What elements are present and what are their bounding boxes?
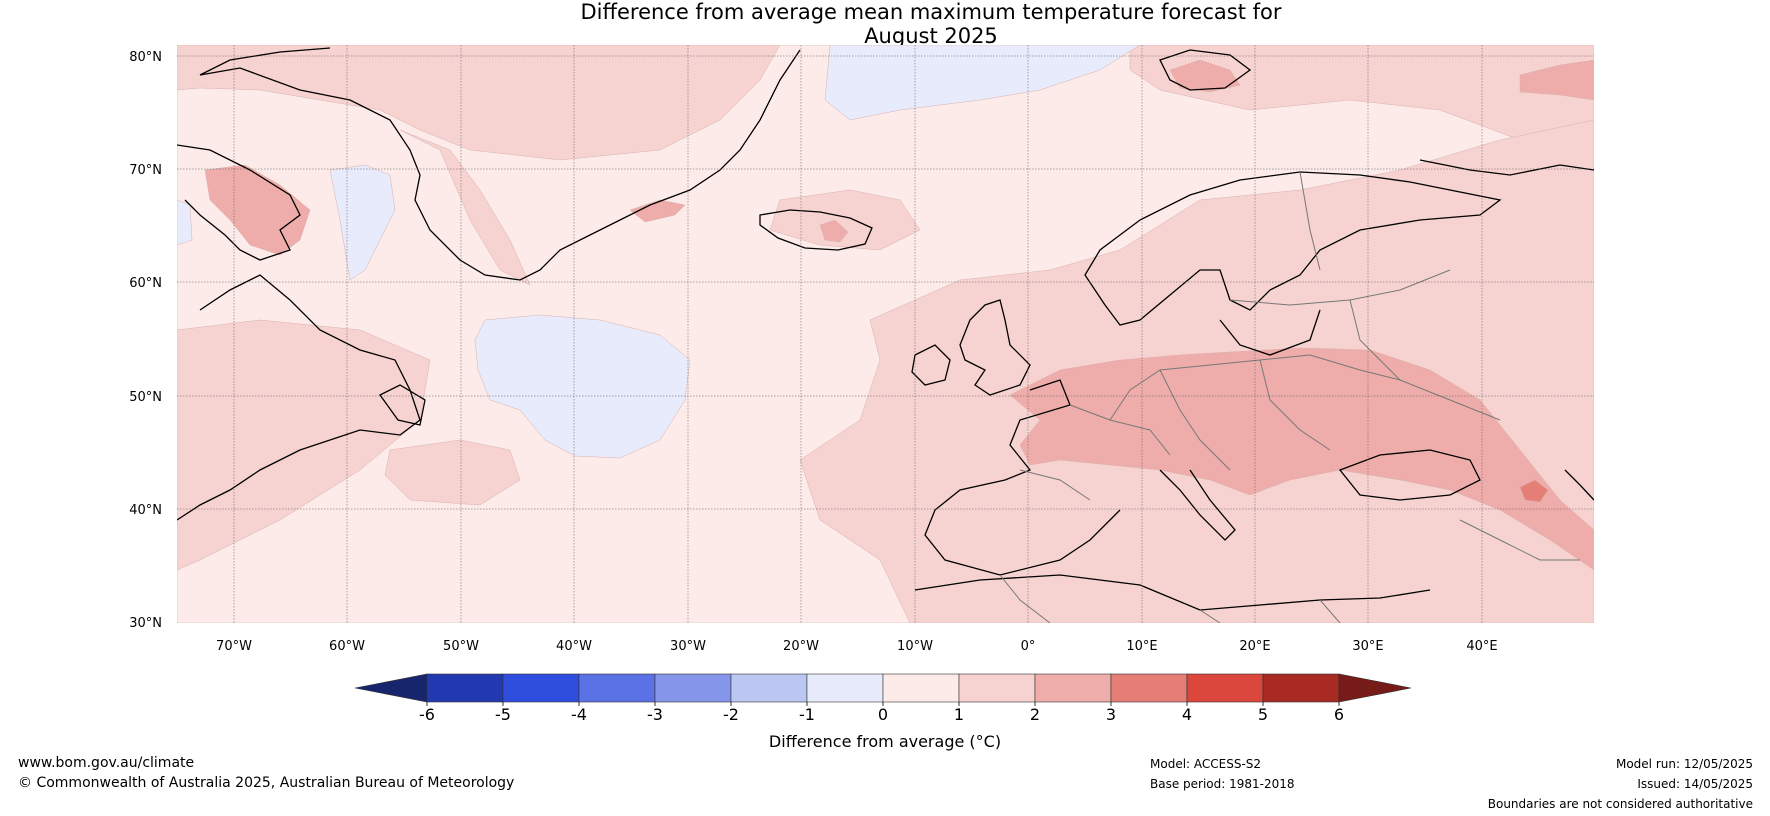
footer-model-run: Model run: 12/05/2025 <box>1615 757 1753 771</box>
colorbar-tick-label: -2 <box>723 705 739 724</box>
colorbar-tick-label: -5 <box>495 705 511 724</box>
coastline-iceland <box>759 209 873 251</box>
colorbar-segment <box>806 673 884 703</box>
title-line-1: Difference from average mean maximum tem… <box>580 0 1282 24</box>
lon-label-20w: 20°W <box>783 639 819 654</box>
colorbar-segment <box>1110 673 1188 703</box>
coastline-labrador <box>177 274 421 521</box>
lat-lon-gridlines <box>177 45 1594 623</box>
colorbar-segment <box>1186 673 1264 703</box>
footer-issued: Issued: 14/05/2025 <box>1637 777 1753 791</box>
coastline-newfoundland <box>379 384 426 426</box>
coastline-greenland-west <box>199 49 801 281</box>
colorbar-label: Difference from average (°C) <box>769 732 1001 751</box>
colorbar-segment <box>502 673 580 703</box>
region-warm-svalbard <box>1169 59 1241 93</box>
country-borders <box>999 171 1580 623</box>
coastline-baffin <box>177 144 301 261</box>
lon-label-0: 0° <box>1021 639 1036 654</box>
colorbar-extend-low <box>354 673 428 703</box>
lon-label-20e: 20°E <box>1239 639 1270 654</box>
lon-label-30e: 30°E <box>1352 639 1383 654</box>
coastlines <box>177 47 1594 611</box>
lat-label-40n: 40°N <box>129 503 162 518</box>
latitude-labels: 80°N 70°N 60°N 50°N 40°N 30°N <box>129 50 162 631</box>
lat-label-30n: 30°N <box>129 616 162 631</box>
lon-label-30w: 30°W <box>670 639 706 654</box>
coastline-ireland <box>911 344 951 386</box>
colorbar-tick-label: 4 <box>1182 705 1192 724</box>
region-warm-iceland-core <box>819 219 849 243</box>
lat-label-50n: 50°N <box>129 390 162 405</box>
coastline-italy <box>1159 469 1236 541</box>
colorbar-tick-label: 6 <box>1334 705 1344 724</box>
colorbar-tick-label: -3 <box>647 705 663 724</box>
coastline-baltic <box>1219 309 1321 356</box>
colorbar-extend-high <box>1338 673 1412 703</box>
colorbar-segment <box>1034 673 1112 703</box>
map-area <box>177 45 1594 623</box>
colorbar-segment <box>1262 673 1340 703</box>
lon-label-10e: 10°E <box>1126 639 1157 654</box>
lat-label-60n: 60°N <box>129 276 162 291</box>
colorbar-tick-label: -6 <box>419 705 435 724</box>
region-light-warm-north <box>177 45 781 161</box>
region-cool-midatlantic <box>474 314 691 459</box>
coastline-svalbard <box>1159 49 1252 91</box>
coastline-uk <box>959 299 1031 396</box>
region-light-warm-iceland <box>769 189 921 251</box>
lon-label-50w: 50°W <box>443 639 479 654</box>
title-line-2: August 2025 <box>864 24 998 48</box>
region-light-warm-labrador <box>177 319 431 571</box>
footer-copyright: © Commonwealth of Australia 2025, Austra… <box>18 775 515 791</box>
region-warm-baffin <box>204 164 311 256</box>
region-warm-arctic-ne <box>1519 59 1594 101</box>
lon-label-40e: 40°E <box>1466 639 1497 654</box>
region-light-warm-greenland-east <box>399 129 531 286</box>
coastline-east-arctic <box>1419 159 1594 176</box>
colorbar-tick-label: 0 <box>878 705 888 724</box>
footer-disclaimer: Boundaries are not considered authoritat… <box>1487 797 1753 811</box>
region-hot-caucasus <box>1519 479 1549 503</box>
coastline-black-sea <box>1338 449 1481 501</box>
lon-label-60w: 60°W <box>329 639 365 654</box>
colorbar-tick-label: 2 <box>1030 705 1040 724</box>
colorbar-segment <box>426 673 504 703</box>
region-light-warm-midatlantic <box>384 439 521 506</box>
lon-label-70w: 70°W <box>216 639 252 654</box>
region-cool-hudson <box>177 199 193 246</box>
colorbar: -6 -5 -4 -3 -2 -1 0 1 2 3 4 5 6 <box>354 673 1412 724</box>
colorbar-tick-label: -4 <box>571 705 587 724</box>
map-title: Difference from average mean maximum tem… <box>0 0 1770 48</box>
region-warm-greenland-spot <box>629 199 686 223</box>
lon-label-10w: 10°W <box>897 639 933 654</box>
footer-url[interactable]: www.bom.gov.au/climate <box>18 755 195 771</box>
colorbar-segment <box>958 673 1036 703</box>
colorbar-tick-label: -1 <box>799 705 815 724</box>
footer-model: Model: ACCESS-S2 <box>1150 757 1262 771</box>
coastline-scandinavia <box>1084 171 1502 326</box>
region-warm-central-europe <box>1009 347 1594 571</box>
colorbar-segment <box>882 673 960 703</box>
colorbar-segment <box>654 673 732 703</box>
region-cool-arctic <box>824 45 1141 121</box>
lat-label-70n: 70°N <box>129 163 162 178</box>
colorbar-segment <box>730 673 808 703</box>
longitude-labels: 70°W 60°W 50°W 40°W 30°W 20°W 10°W 0° 10… <box>216 639 1498 654</box>
region-cool-labrador-sea <box>329 164 396 281</box>
lon-label-40w: 40°W <box>556 639 592 654</box>
colorbar-tick-label: 3 <box>1106 705 1116 724</box>
coastline-europe-west <box>924 379 1121 576</box>
region-light-warm-arctic-east <box>1129 45 1594 161</box>
colorbar-tick-label: 1 <box>954 705 964 724</box>
coastline-caspian <box>1564 469 1594 501</box>
colorbar-segment <box>578 673 656 703</box>
colorbar-tick-label: 5 <box>1258 705 1268 724</box>
footer-base-period: Base period: 1981-2018 <box>1150 777 1295 791</box>
lat-label-80n: 80°N <box>129 50 162 65</box>
